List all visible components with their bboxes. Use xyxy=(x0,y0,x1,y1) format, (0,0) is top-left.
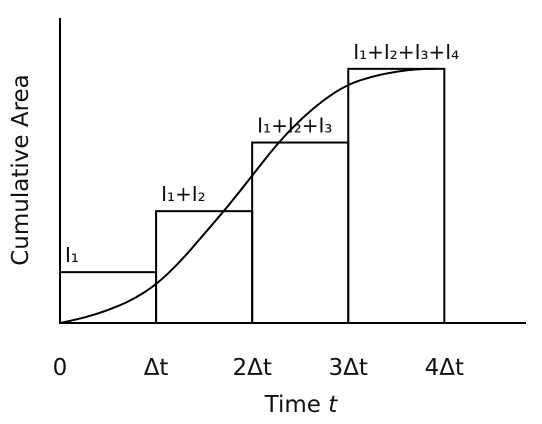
bar-label-2: I₁+I₂ xyxy=(161,182,206,206)
bar-label-4: I₁+I₂+I₃+I₄ xyxy=(353,40,459,64)
bar-2 xyxy=(155,210,254,325)
x-axis-title: Time t xyxy=(264,392,339,418)
x-tick-label-3: 3Δt xyxy=(329,355,368,381)
x-tick-label-1: Δt xyxy=(144,355,169,381)
bar-4 xyxy=(347,67,446,325)
x-axis-title-variable: t xyxy=(328,392,338,418)
bar-3 xyxy=(251,141,350,324)
bar-label-1: I₁ xyxy=(65,243,79,267)
cumulative-curve xyxy=(59,67,435,324)
x-tick-label-0: 0 xyxy=(53,355,68,381)
x-tick-label-4: 4Δt xyxy=(425,355,464,381)
x-tick-label-2: 2Δt xyxy=(232,355,271,381)
y-axis-title: Cumulative Area xyxy=(8,74,34,266)
bar-1 xyxy=(59,271,158,324)
x-axis-title-text: Time xyxy=(264,392,329,418)
